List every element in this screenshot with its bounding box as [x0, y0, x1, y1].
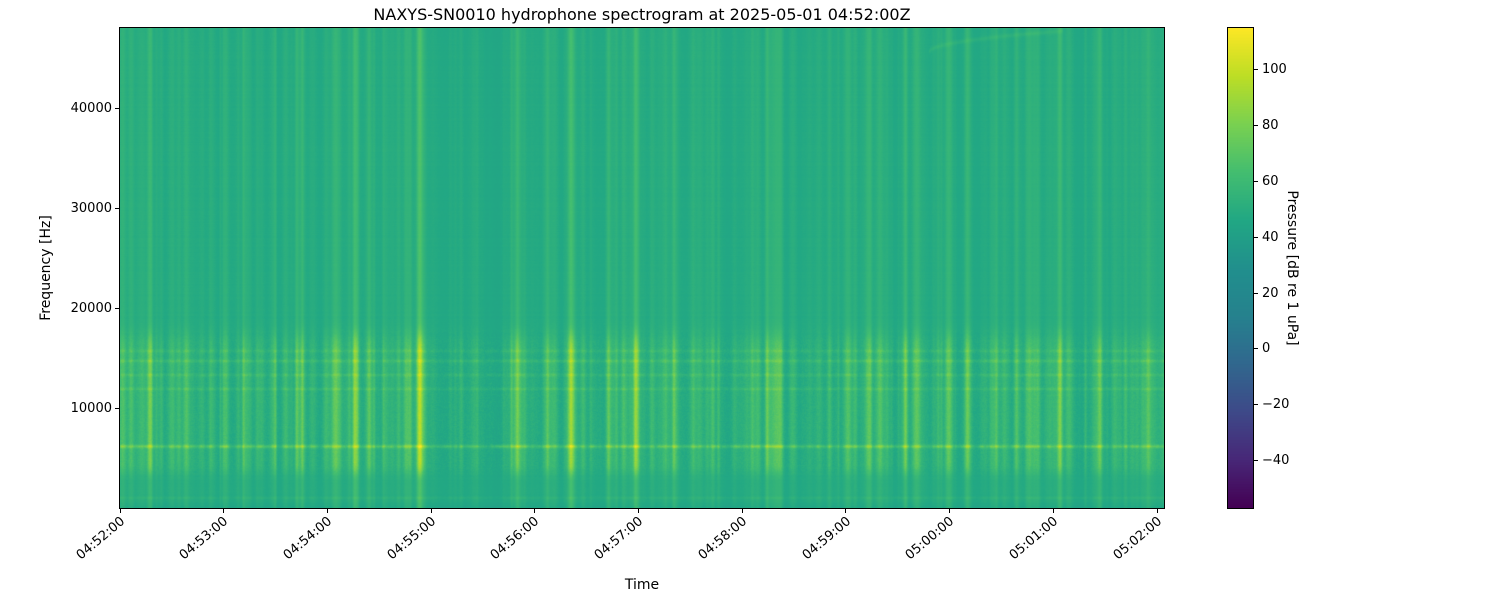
colorbar-tick-mark: [1254, 404, 1258, 406]
colorbar-tick-mark: [1254, 69, 1258, 71]
x-tick-mark: [430, 509, 432, 513]
y-tick-label: 20000: [70, 300, 112, 316]
colorbar-tick-mark: [1254, 125, 1258, 127]
colorbar-tick-mark: [1254, 460, 1258, 462]
colorbar-tick-label: 100: [1262, 62, 1287, 78]
y-tick-label: 40000: [70, 100, 112, 116]
x-tick-label: 04:53:00: [176, 514, 232, 564]
x-tick-label: 04:56:00: [488, 514, 543, 564]
colorbar-tick-label: 0: [1262, 341, 1271, 357]
colorbar-tick-mark: [1254, 180, 1258, 182]
y-tick-mark: [115, 407, 119, 409]
y-tick-mark: [115, 307, 119, 309]
x-tick-mark: [1052, 509, 1054, 513]
colorbar-tick-label: 40: [1262, 229, 1279, 245]
x-tick-label: 04:55:00: [384, 514, 439, 564]
x-tick-label: 05:01:00: [1006, 514, 1062, 564]
x-tick-label: 05:00:00: [902, 514, 958, 564]
x-tick-label: 05:02:00: [1110, 514, 1165, 564]
x-tick-mark: [741, 509, 743, 513]
x-tick-mark: [845, 509, 847, 513]
colorbar-tick-label: 20: [1262, 285, 1279, 301]
y-tick-label: 10000: [70, 400, 112, 416]
colorbar-tick-label: 80: [1262, 118, 1279, 134]
colorbar-tick-mark: [1254, 236, 1258, 238]
spectrogram-canvas: [120, 28, 1164, 508]
y-tick-label: 30000: [70, 200, 112, 216]
colorbar-tick-mark: [1254, 348, 1258, 350]
x-tick-mark: [949, 509, 951, 513]
x-tick-label: 04:54:00: [280, 514, 336, 564]
x-tick-mark: [119, 509, 121, 513]
y-tick-mark: [115, 107, 119, 109]
colorbar-label: Pressure [dB re 1 uPa]: [1284, 190, 1300, 346]
x-tick-mark: [1156, 509, 1158, 513]
x-tick-label: 04:57:00: [591, 514, 647, 564]
x-tick-label: 04:58:00: [695, 514, 750, 564]
x-tick-mark: [326, 509, 328, 513]
x-tick-mark: [534, 509, 536, 513]
chart-title: NAXYS-SN0010 hydrophone spectrogram at 2…: [373, 5, 911, 24]
x-tick-mark: [223, 509, 225, 513]
y-tick-mark: [115, 207, 119, 209]
x-tick-mark: [638, 509, 640, 513]
x-axis-label: Time: [624, 577, 660, 593]
x-tick-label: 04:59:00: [799, 514, 854, 564]
colorbar-tick-label: −40: [1262, 453, 1290, 469]
colorbar-tick-label: −20: [1262, 397, 1290, 413]
colorbar-tick-mark: [1254, 292, 1258, 294]
colorbar-tick-label: 60: [1262, 173, 1279, 189]
x-tick-label: 04:52:00: [73, 514, 128, 564]
colorbar-canvas: [1228, 28, 1253, 508]
